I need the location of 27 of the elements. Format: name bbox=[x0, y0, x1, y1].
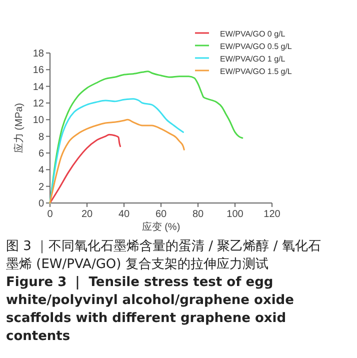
y-axis-title: 应力 (MPa) bbox=[13, 103, 25, 153]
y-tick-label: 8 bbox=[38, 132, 44, 143]
x-tick-label: 40 bbox=[118, 209, 130, 220]
y-tick-label: 4 bbox=[38, 165, 44, 176]
legend-label: EW/PVA/GO 1 g/L bbox=[220, 54, 286, 64]
y-tick-label: 16 bbox=[32, 65, 44, 76]
x-tick-label: 120 bbox=[264, 209, 281, 220]
caption: 图 3 ｜不同氧化石墨烯含量的蛋清 / 聚乙烯醇 / 氧化石墨烯 (EW/PVA/GO) 复合支架的拉伸应力测试 bbox=[6, 239, 321, 272]
legend-label: EW/PVA/GO 0 g/L bbox=[220, 30, 286, 38]
y-tick-label: 6 bbox=[38, 148, 44, 160]
y-tick-label: 18 bbox=[32, 48, 44, 60]
y-tick-label: 0 bbox=[38, 198, 44, 210]
line-series bbox=[49, 118, 185, 204]
x-tick-label: 80 bbox=[192, 209, 204, 220]
y-tick-label: 12 bbox=[32, 98, 44, 110]
y-tick-label: 2 bbox=[38, 182, 44, 193]
y-tick-label: 10 bbox=[32, 115, 44, 126]
legend-label: EW/PVA/GO 1.5 g/L bbox=[220, 67, 292, 76]
x-tick-label: 20 bbox=[81, 209, 93, 220]
x-tick-label: 100 bbox=[226, 209, 244, 220]
y-tick-label: 14 bbox=[32, 82, 44, 93]
x-tick-label: 60 bbox=[155, 209, 167, 220]
x-tick-label: 0 bbox=[47, 209, 54, 220]
legend-label: EW/PVA/GO 0.5 g/L bbox=[220, 42, 292, 51]
line-series bbox=[49, 134, 122, 204]
x-axis-title: 应变 (%) bbox=[142, 221, 180, 233]
caption: Figure 3 ｜ Tensile stress test of egg white/polyvinyl alcohol/graphene oxide scaffolds with different graphene oxid contents bbox=[6, 275, 294, 344]
